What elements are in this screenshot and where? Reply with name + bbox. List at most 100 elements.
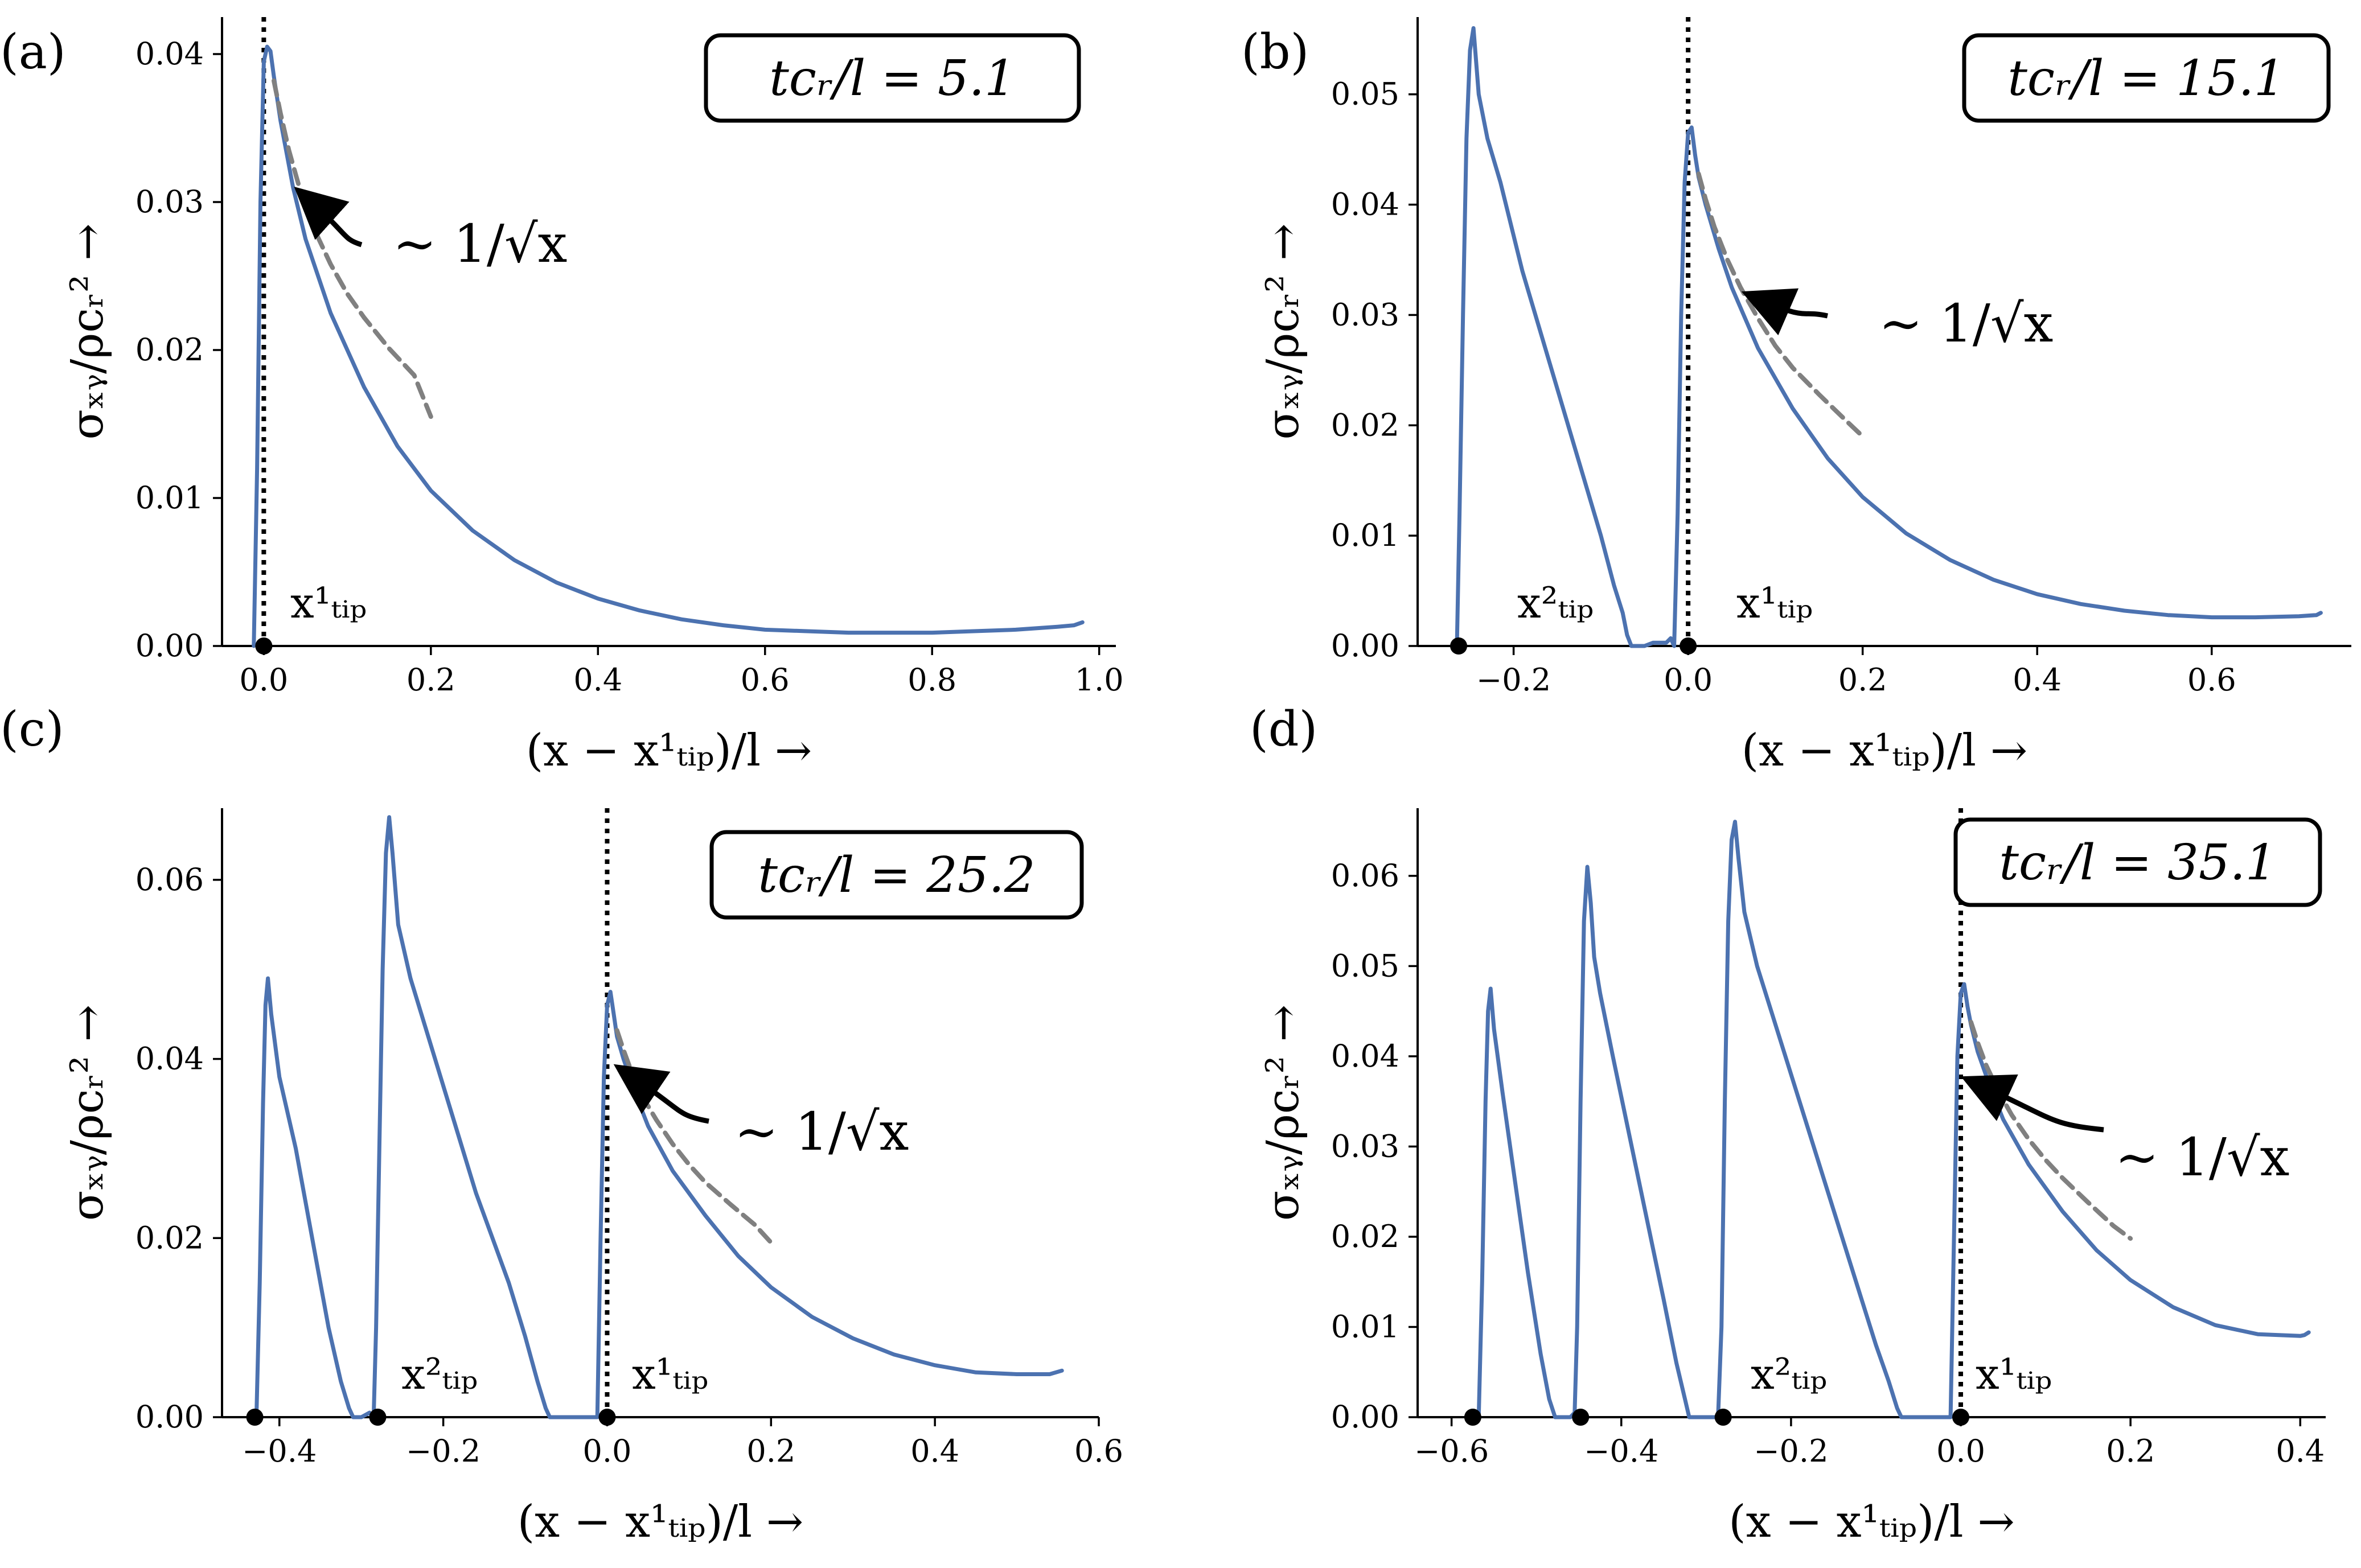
time-box xyxy=(704,33,1081,123)
y-tick-label: 0.04 xyxy=(135,36,204,72)
tip-label: x²ₜᵢₚ xyxy=(401,1350,478,1399)
annotation-arrow xyxy=(613,1064,709,1124)
tip-marker xyxy=(1450,637,1468,655)
tip-marker xyxy=(598,1409,616,1426)
annotation-arrow xyxy=(294,186,363,248)
panel-label: (a) xyxy=(0,24,66,80)
y-tick-label: 0.05 xyxy=(1331,948,1399,983)
panel-b: −0.2 0.0 0.2 0.4 0.6 0.00 0.01 0.02 0.03 0.04 0.05… xyxy=(1241,17,2351,776)
y-axis-label: σₓᵧ/ρcᵣ² → xyxy=(1258,1005,1309,1221)
x-tick-label: 0.0 xyxy=(583,1433,632,1469)
tip-marker xyxy=(369,1409,387,1426)
time-label: tcᵣ/l = 25.2 xyxy=(758,847,1035,904)
stress-line xyxy=(253,815,1064,1419)
time-label: tcᵣ/l = 15.1 xyxy=(2007,50,2285,107)
panel-d: −0.6 −0.4 −0.2 0.0 0.2 0.4 0.00 0.01 0.02 0.03 0.0… xyxy=(1250,701,2326,1548)
x-tick-label: 0.2 xyxy=(406,662,455,698)
x-tick-label: 0.4 xyxy=(2276,1433,2325,1469)
x-axis-label: (x − x¹ₜᵢₚ)/l → xyxy=(518,1496,804,1548)
y-tick-label: 0.00 xyxy=(1331,1399,1399,1435)
tip-marker xyxy=(1464,1409,1481,1426)
y-axis-label: σₓᵧ/ρcᵣ² → xyxy=(1258,224,1309,440)
y-tick-label: 0.00 xyxy=(1331,628,1399,664)
tip-marker xyxy=(246,1409,264,1426)
y-tick-label: 0.06 xyxy=(135,862,204,898)
x-tick-label: 0.2 xyxy=(2106,1433,2155,1469)
panel-label: (b) xyxy=(1241,24,1309,80)
y-tick-label: 0.03 xyxy=(1331,1128,1399,1164)
x-tick-label: −0.6 xyxy=(1414,1433,1489,1469)
fit-line xyxy=(1968,1019,2133,1241)
tip-label: x²ₜᵢₚ xyxy=(1517,579,1594,628)
y-tick-label: 0.04 xyxy=(1331,1038,1399,1074)
stress-line xyxy=(1455,26,2323,648)
y-tick-label: 0.04 xyxy=(135,1041,204,1077)
x-tick-label: 0.2 xyxy=(1838,662,1887,698)
y-axis-label: σₓᵧ/ρcᵣ² → xyxy=(62,224,113,440)
fit-line xyxy=(1696,171,1865,439)
time-label: tcᵣ/l = 35.1 xyxy=(1999,834,2276,891)
x-tick-label: −0.2 xyxy=(406,1433,481,1469)
tip-label: x¹ₜᵢₚ xyxy=(290,579,367,628)
y-tick-label: 0.01 xyxy=(1331,1308,1399,1344)
annotation-arrow xyxy=(1741,288,1828,336)
panel-a: 0.0 0.2 0.4 0.6 0.8 1.0 0.00 0.01 0.02 0.03 0.04 (x… xyxy=(0,17,1124,776)
panel-c: −0.4 −0.2 0.0 0.2 0.4 0.6 0.00 0.02 0.04 0.06 (x −… xyxy=(0,701,1123,1548)
y-tick-label: 0.01 xyxy=(1331,517,1399,553)
x-tick-label: −0.4 xyxy=(1584,1433,1658,1469)
scaling-annotation: ∼ 1/√x xyxy=(393,213,567,274)
tip-label: x¹ₜᵢₚ xyxy=(632,1350,708,1399)
time-box xyxy=(709,830,1084,920)
x-tick-label: 0.4 xyxy=(910,1433,959,1469)
x-tick-label: 1.0 xyxy=(1075,662,1124,698)
stress-line xyxy=(1475,820,2311,1419)
x-tick-label: 0.6 xyxy=(2187,662,2236,698)
y-tick-label: 0.02 xyxy=(135,1220,204,1256)
x-tick-label: 0.0 xyxy=(1664,662,1713,698)
time-box xyxy=(1953,817,2322,907)
time-label: tcᵣ/l = 5.1 xyxy=(769,50,1016,107)
x-axis-label: (x − x¹ₜᵢₚ)/l → xyxy=(1728,1496,2015,1548)
tip-label: x¹ₜᵢₚ xyxy=(1736,579,1813,628)
x-tick-label: 0.8 xyxy=(908,662,956,698)
panel-label: (c) xyxy=(0,701,64,757)
x-tick-label: 0.0 xyxy=(1936,1433,1985,1469)
tip-marker xyxy=(1572,1409,1590,1426)
y-tick-label: 0.05 xyxy=(1331,76,1399,112)
y-tick-label: 0.02 xyxy=(1331,407,1399,443)
tip-label: x²ₜᵢₚ xyxy=(1751,1350,1827,1399)
x-tick-label: 0.6 xyxy=(741,662,790,698)
scaling-annotation: ∼ 1/√x xyxy=(2115,1127,2289,1188)
tip-marker xyxy=(1952,1409,1970,1426)
annotation-arrow xyxy=(1961,1074,2104,1133)
y-tick-label: 0.02 xyxy=(135,332,204,368)
x-axis-label: (x − x¹ₜᵢₚ)/l → xyxy=(526,725,812,776)
fit-line xyxy=(272,78,433,419)
scaling-annotation: ∼ 1/√x xyxy=(1879,293,2053,354)
y-tick-label: 0.04 xyxy=(1331,187,1399,223)
panel-label: (d) xyxy=(1250,701,1317,757)
x-axis-label: (x − x¹ₜᵢₚ)/l → xyxy=(1742,725,2028,776)
tip-label: x¹ₜᵢₚ xyxy=(1976,1350,2052,1399)
x-tick-label: −0.2 xyxy=(1754,1433,1828,1469)
scaling-annotation: ∼ 1/√x xyxy=(734,1101,909,1162)
y-tick-label: 0.06 xyxy=(1331,858,1399,894)
y-tick-label: 0.01 xyxy=(135,480,204,516)
x-tick-label: 0.0 xyxy=(239,662,288,698)
x-tick-label: −0.4 xyxy=(242,1433,317,1469)
x-tick-label: 0.4 xyxy=(2013,662,2062,698)
y-tick-label: 0.03 xyxy=(1331,297,1399,332)
y-tick-label: 0.03 xyxy=(135,184,204,220)
tip-marker xyxy=(255,637,273,655)
x-tick-label: 0.2 xyxy=(746,1433,795,1469)
tip-marker xyxy=(1680,637,1697,655)
y-axis-label: σₓᵧ/ρcᵣ² → xyxy=(62,1005,113,1221)
x-tick-label: 0.6 xyxy=(1074,1433,1123,1469)
stress-line xyxy=(252,44,1085,648)
x-tick-label: 0.4 xyxy=(573,662,622,698)
y-tick-label: 0.00 xyxy=(135,1399,204,1435)
tip-marker xyxy=(1714,1409,1732,1426)
y-tick-label: 0.02 xyxy=(1331,1219,1399,1254)
time-box xyxy=(1962,33,2331,123)
